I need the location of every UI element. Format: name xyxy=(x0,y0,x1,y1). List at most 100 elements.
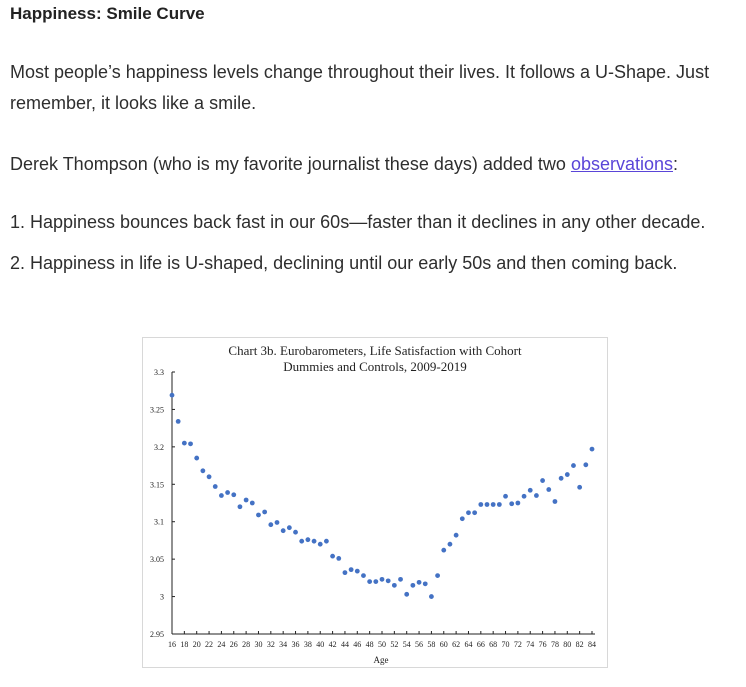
text: Derek Thompson (who is my favorite journ… xyxy=(10,154,571,174)
point xyxy=(243,497,249,503)
x-tick-label: 44 xyxy=(341,640,349,649)
x-tick-label: 52 xyxy=(390,640,398,649)
x-tick-label: 70 xyxy=(502,640,510,649)
x-tick-label: 18 xyxy=(180,640,188,649)
point xyxy=(503,493,508,499)
y-tick-label: 3.3 xyxy=(154,368,164,377)
x-tick-label: 64 xyxy=(464,640,472,649)
point xyxy=(212,484,218,489)
y-tick-label: 3.15 xyxy=(150,480,164,489)
x-tick-label: 80 xyxy=(563,640,571,649)
point xyxy=(521,493,527,499)
point xyxy=(311,538,317,544)
list: 1. Happiness bounces back fast in our 60s… xyxy=(10,207,710,279)
point xyxy=(459,516,465,522)
point xyxy=(515,500,521,506)
point xyxy=(534,493,539,498)
link[interactable]: observations xyxy=(570,154,673,174)
text: Happiness in life is U-shaped, declining… xyxy=(30,253,678,273)
point xyxy=(429,594,434,599)
point xyxy=(484,502,490,507)
point xyxy=(589,446,595,452)
point xyxy=(175,419,181,424)
point xyxy=(219,493,224,498)
point xyxy=(571,463,576,468)
x-tick-label: 72 xyxy=(514,640,522,649)
y-tick-label: 3.2 xyxy=(154,443,164,452)
chart-frame: Chart 3b. Eurobarometers, Life Satisfact… xyxy=(142,337,608,668)
point xyxy=(422,581,428,587)
x-tick-label: 66 xyxy=(477,640,485,649)
point xyxy=(268,522,274,528)
point xyxy=(546,487,552,492)
list-item: 1. Happiness bounces back fast in our 60s… xyxy=(10,212,706,232)
y-tick-label: 3.1 xyxy=(154,518,164,527)
point xyxy=(558,475,564,481)
x-axis-label: Age xyxy=(374,655,389,665)
paragraph: Most people’s happiness levels change th… xyxy=(10,62,710,113)
x-tick-label: 68 xyxy=(489,640,497,649)
x-tick-label: 58 xyxy=(427,640,435,649)
x-tick-label: 62 xyxy=(452,640,460,649)
y-tick-label: 3 xyxy=(160,593,164,602)
x-tick-label: 48 xyxy=(366,640,374,649)
point xyxy=(317,541,323,547)
point xyxy=(447,541,453,547)
point xyxy=(256,512,261,518)
point xyxy=(577,484,583,490)
point xyxy=(564,472,570,477)
point xyxy=(336,555,342,561)
heading: Happiness: Smile Curve xyxy=(10,4,205,23)
x-tick-label: 28 xyxy=(242,640,250,649)
point xyxy=(367,579,373,584)
x-tick-label: 84 xyxy=(588,640,596,649)
point xyxy=(305,537,311,543)
x-tick-label: 56 xyxy=(415,640,423,649)
x-tick-label: 16 xyxy=(168,640,176,649)
point xyxy=(354,568,360,574)
point xyxy=(361,573,366,579)
x-tick-label: 38 xyxy=(304,640,312,649)
text: Happiness bounces back fast in our 60s—f… xyxy=(30,212,706,232)
x-tick-label: 30 xyxy=(254,640,262,649)
x-tick-label: 42 xyxy=(329,640,337,649)
point xyxy=(583,462,589,468)
text: : xyxy=(673,154,679,174)
x-tick-label: 24 xyxy=(217,640,225,649)
y-tick-label: 3.25 xyxy=(150,405,164,414)
point xyxy=(509,501,515,507)
y-tick-label: 2.95 xyxy=(150,630,164,639)
point xyxy=(496,502,502,507)
x-tick-label: 20 xyxy=(193,640,201,649)
point xyxy=(324,538,329,544)
x-tick-label: 54 xyxy=(403,640,411,649)
point xyxy=(169,392,175,398)
x-tick-label: 74 xyxy=(526,640,534,649)
x-tick-label: 22 xyxy=(205,640,213,649)
point xyxy=(398,576,403,582)
chart: Chart 3b. Eurobarometers, Life Satisfact… xyxy=(150,343,596,665)
point xyxy=(540,478,545,483)
point xyxy=(262,509,268,515)
point xyxy=(435,573,440,579)
x-tick-label: 50 xyxy=(378,640,386,649)
point xyxy=(348,567,354,573)
point xyxy=(379,576,385,582)
point xyxy=(249,500,255,506)
x-tick-label: 46 xyxy=(353,640,361,649)
point xyxy=(391,582,397,588)
point xyxy=(490,502,496,507)
point xyxy=(231,492,237,498)
point xyxy=(274,520,280,525)
x-tick-label: 40 xyxy=(316,640,324,649)
point xyxy=(299,538,305,544)
point xyxy=(342,570,348,576)
x-tick-label: 32 xyxy=(267,640,275,649)
x-tick-label: 34 xyxy=(279,640,287,649)
point xyxy=(527,487,533,493)
x-tick-label: 76 xyxy=(539,640,547,649)
point xyxy=(373,579,379,584)
point xyxy=(453,532,459,538)
point xyxy=(200,468,206,474)
